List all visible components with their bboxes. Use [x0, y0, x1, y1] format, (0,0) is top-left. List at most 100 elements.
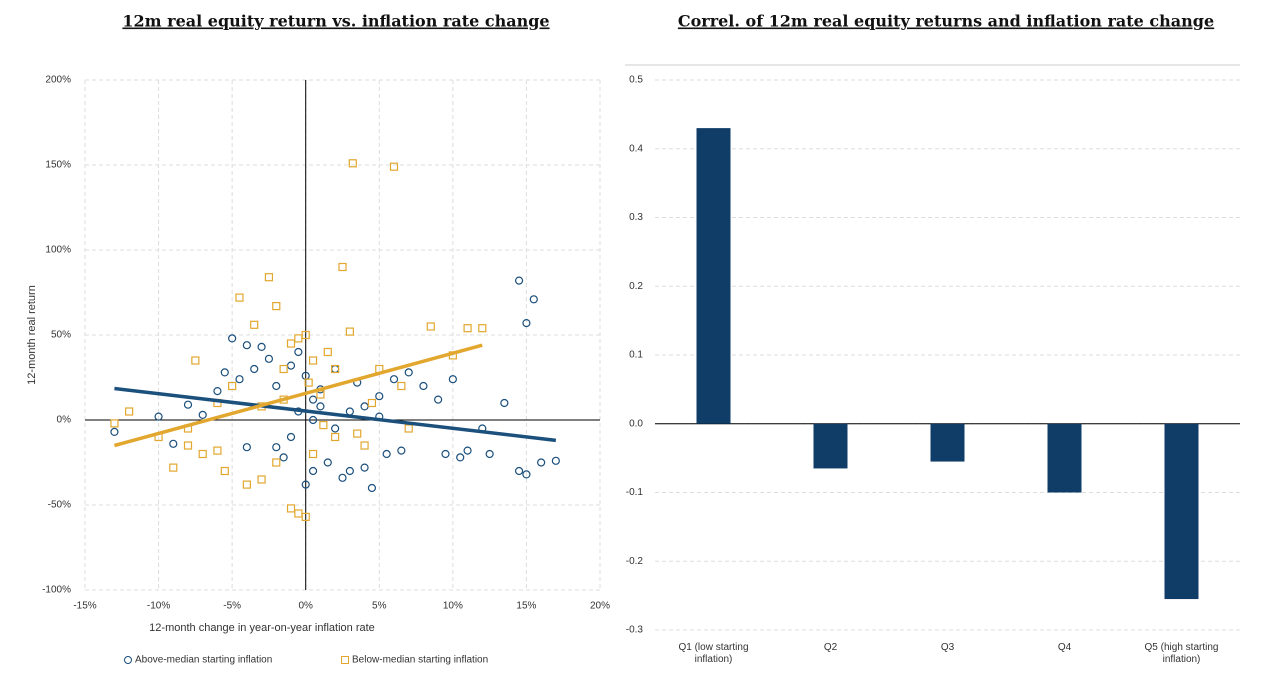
- point: [419, 381, 428, 391]
- point: [514, 466, 524, 476]
- y-tick-label: 100%: [45, 245, 71, 256]
- point: [397, 446, 406, 455]
- y-tick-label: -0.3: [626, 625, 644, 636]
- point: [286, 339, 296, 348]
- point: [308, 415, 318, 425]
- point: [434, 395, 443, 404]
- point: [360, 441, 369, 450]
- x-tick-label: -10%: [147, 601, 170, 612]
- point: [198, 449, 207, 459]
- legend-label: Below-median starting inflation: [352, 655, 488, 666]
- point: [228, 334, 237, 343]
- bar: [1164, 423, 1199, 600]
- point: [331, 424, 340, 433]
- point: [514, 276, 524, 285]
- point: [389, 375, 399, 384]
- point: [463, 324, 472, 333]
- point: [235, 293, 244, 302]
- y-tick-label: 0.2: [629, 281, 643, 292]
- point: [257, 475, 266, 484]
- point: [319, 421, 328, 430]
- point: [537, 458, 546, 467]
- point: [316, 402, 325, 411]
- point: [220, 466, 229, 476]
- point: [272, 458, 281, 467]
- point: [367, 398, 377, 408]
- point: [294, 509, 303, 518]
- point: [250, 320, 259, 329]
- point: [213, 446, 222, 455]
- point: [235, 375, 244, 384]
- point: [441, 449, 450, 459]
- x-tick-label: 5%: [372, 601, 387, 612]
- point: [301, 512, 310, 522]
- point: [360, 402, 369, 411]
- point: [242, 480, 251, 489]
- point: [308, 356, 318, 365]
- point: [551, 456, 560, 465]
- point: [522, 470, 531, 479]
- point: [183, 441, 193, 450]
- x-tick-label: -15%: [73, 601, 96, 612]
- point: [304, 378, 313, 387]
- point: [345, 407, 354, 416]
- point: [308, 466, 318, 476]
- point: [404, 368, 413, 377]
- point: [279, 364, 288, 374]
- point: [338, 473, 347, 482]
- x-tick-label: 15%: [516, 601, 536, 612]
- point: [308, 449, 318, 459]
- x-tick-label: Q3: [940, 642, 955, 653]
- x-tick-label: 10%: [443, 601, 463, 612]
- y-tick-label: 0.1: [629, 350, 643, 361]
- point: [338, 262, 347, 272]
- y-tick-label: 0.5: [629, 75, 643, 86]
- point: [308, 395, 318, 404]
- point: [228, 381, 237, 391]
- bar: [1047, 423, 1082, 493]
- y-tick-label: -100%: [42, 585, 71, 596]
- point: [169, 439, 178, 448]
- y-tick-label: -0.2: [626, 556, 644, 567]
- point: [272, 381, 281, 391]
- y-tick-label: -0.1: [626, 487, 644, 498]
- point: [286, 504, 296, 513]
- point: [345, 466, 354, 476]
- point: [448, 375, 457, 384]
- x-tick-label: 0%: [298, 601, 313, 612]
- point: [426, 322, 435, 331]
- point: [375, 392, 384, 401]
- point: [353, 429, 362, 438]
- point: [286, 432, 296, 442]
- point: [397, 381, 406, 391]
- point: [242, 341, 251, 350]
- y-tick-label: 150%: [45, 160, 71, 171]
- point: [360, 463, 369, 472]
- point: [382, 449, 391, 459]
- y-tick-label: -50%: [48, 500, 71, 511]
- point: [110, 427, 119, 436]
- point: [242, 443, 251, 452]
- point: [522, 319, 531, 328]
- point: [367, 483, 377, 493]
- bar: [813, 423, 848, 469]
- x-axis-label: 12-month change in year-on-year inflatio…: [149, 622, 375, 634]
- point: [331, 364, 340, 374]
- legend-marker: [124, 656, 132, 664]
- bar: [696, 128, 731, 424]
- point: [183, 400, 193, 409]
- x-tick-label: -5%: [223, 601, 241, 612]
- y-tick-label: 0%: [57, 415, 72, 426]
- trendline: [114, 386, 557, 443]
- bar: [930, 423, 965, 462]
- point: [331, 364, 340, 374]
- point: [279, 453, 288, 462]
- point: [250, 364, 259, 374]
- x-tick-label: 20%: [590, 601, 610, 612]
- point: [272, 443, 281, 452]
- point: [110, 419, 119, 428]
- point: [456, 453, 465, 462]
- y-axis-label: 12-month real return: [26, 285, 38, 385]
